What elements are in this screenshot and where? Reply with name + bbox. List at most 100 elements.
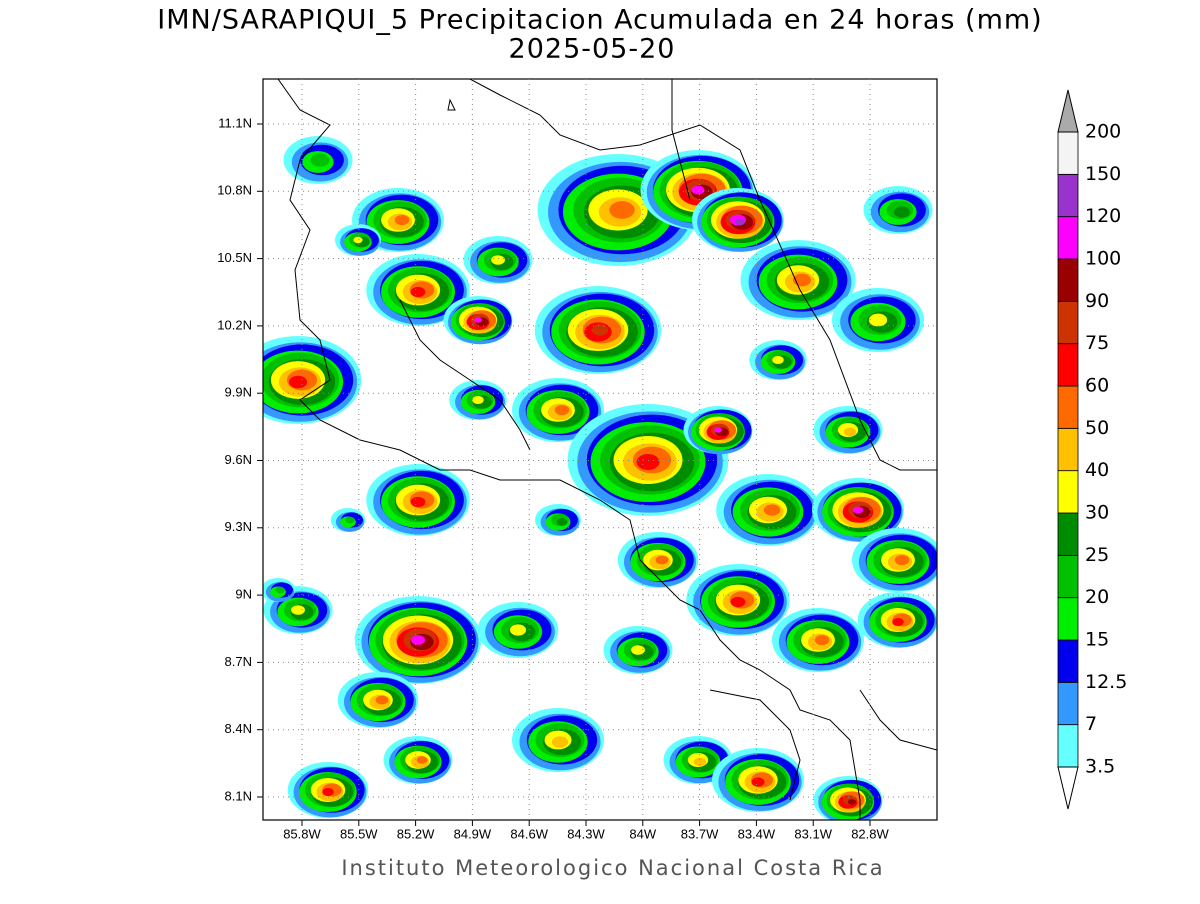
precip-contour (509, 624, 527, 636)
precip-contour (394, 214, 410, 226)
precip-contour (772, 356, 784, 364)
y-tick-label: 9.3N (225, 519, 252, 534)
x-tick-label: 84W (629, 826, 656, 841)
x-tick-label: 82.8W (851, 826, 889, 841)
colorbar-bin (1057, 343, 1079, 387)
y-tick-label: 11.1N (218, 115, 252, 130)
title: IMN/SARAPIQUI_5 Precipitacion Acumulada … (157, 5, 1042, 36)
precip-contour (631, 645, 645, 655)
y-tick-label: 9.9N (225, 385, 252, 400)
y-tick-label: 10.8N (217, 183, 252, 198)
grid (263, 79, 937, 820)
colorbar-label: 120 (1085, 205, 1121, 227)
y-tick-label: 8.1N (225, 788, 252, 803)
x-tick-label: 85.8W (283, 826, 321, 841)
precip-contour (416, 756, 428, 764)
precip-contour (693, 757, 707, 767)
precip-contour (291, 605, 305, 615)
colorbar-bin (1057, 681, 1079, 726)
colorbar-label: 50 (1085, 417, 1109, 439)
precip-contour (852, 506, 864, 514)
precip-contour (714, 427, 722, 433)
colorbar-label: 15 (1085, 629, 1109, 651)
precip-contour (288, 375, 308, 389)
precip-contour (591, 324, 609, 336)
y-tick-label: 10.2N (217, 317, 252, 332)
x-tick-label: 84.3W (567, 826, 605, 841)
colorbar-label: 90 (1085, 290, 1109, 312)
precip-contour (609, 201, 635, 219)
precip-contour (691, 185, 705, 195)
precip-contour (894, 206, 910, 218)
y-tick-label: 8.7N (225, 654, 252, 669)
precip-contour (554, 404, 570, 416)
precip-contour (751, 777, 765, 787)
precip-contour (655, 555, 669, 565)
colorbar-under (1057, 766, 1079, 810)
colorbar-bin (1057, 131, 1079, 175)
y-tick-label: 8.4N (225, 721, 252, 736)
colorbar: 3.5 7 12.5 15 20 25 30 40 50 60 75 90 100 120 150 200 (1057, 89, 1127, 810)
precip-contour (868, 313, 888, 327)
y-tick-label: 9N (235, 587, 252, 602)
colorbar-label: 30 (1085, 502, 1109, 524)
precip-field (263, 136, 937, 820)
precip-contour (847, 799, 857, 805)
colorbar-bin (1057, 724, 1079, 768)
colorbar-bin (1057, 258, 1079, 302)
colorbar-bin (1057, 216, 1079, 260)
x-tick-label: 83.1W (794, 826, 832, 841)
map-frame (262, 78, 938, 821)
colorbar-label: 20 (1085, 586, 1109, 608)
colorbar-label: 200 (1085, 121, 1121, 143)
colorbar-bin (1057, 470, 1079, 514)
precip-contour (551, 736, 569, 748)
y-tick-label: 9.6N (225, 452, 252, 467)
y-tick-label: 10.5N (217, 250, 252, 265)
precip-contour (843, 427, 857, 437)
colorbar-bin (1057, 385, 1079, 429)
colorbar-bin (1057, 554, 1079, 599)
precip-contour (322, 788, 334, 796)
precip-contour (894, 554, 910, 566)
colorbar-bin (1057, 639, 1079, 683)
colorbar-bin (1057, 512, 1079, 556)
colorbar-label: 12.5 (1085, 671, 1127, 693)
precip-contour (275, 586, 285, 594)
colorbar-label: 7 (1085, 713, 1097, 735)
ticks: 85.8W 85.5W 85.2W 84.9W 84.6W 84.3W 84W 83.7W 83… (217, 115, 889, 841)
colorbar-bin (1057, 597, 1079, 641)
precip-contour (345, 516, 355, 524)
colorbar-label: 25 (1085, 544, 1109, 566)
colorbar-label: 60 (1085, 375, 1109, 397)
colorbar-bin (1057, 427, 1079, 472)
colorbar-label: 150 (1085, 163, 1121, 185)
colorbar-label: 40 (1085, 459, 1109, 481)
precip-contour (892, 618, 904, 626)
precip-contour (375, 695, 389, 705)
precip-contour (814, 634, 830, 646)
x-tick-label: 85.5W (340, 826, 378, 841)
precip-contour (410, 496, 426, 508)
footer: Instituto Meteorologico Nacional Costa R… (341, 856, 884, 880)
precip-contour (730, 596, 746, 608)
x-tick-label: 83.7W (681, 826, 719, 841)
precip-contour (410, 286, 426, 298)
colorbar-bin (1057, 173, 1079, 218)
x-tick-label: 85.2W (397, 826, 435, 841)
colorbar-over (1057, 89, 1079, 133)
x-tick-label: 84.6W (510, 826, 548, 841)
colorbar-label: 3.5 (1085, 756, 1115, 778)
precip-contour (636, 454, 660, 470)
precip-contour (310, 153, 330, 167)
precip-contour (353, 236, 363, 244)
colorbar-label: 100 (1085, 248, 1121, 270)
x-tick-label: 84.9W (454, 826, 492, 841)
x-tick-label: 83.4W (738, 826, 776, 841)
precip-contour (763, 504, 781, 516)
date: 2025-05-20 (509, 34, 676, 65)
precip-contour (735, 218, 745, 226)
precip-contour (556, 518, 568, 526)
colorbar-label: 75 (1085, 332, 1109, 354)
